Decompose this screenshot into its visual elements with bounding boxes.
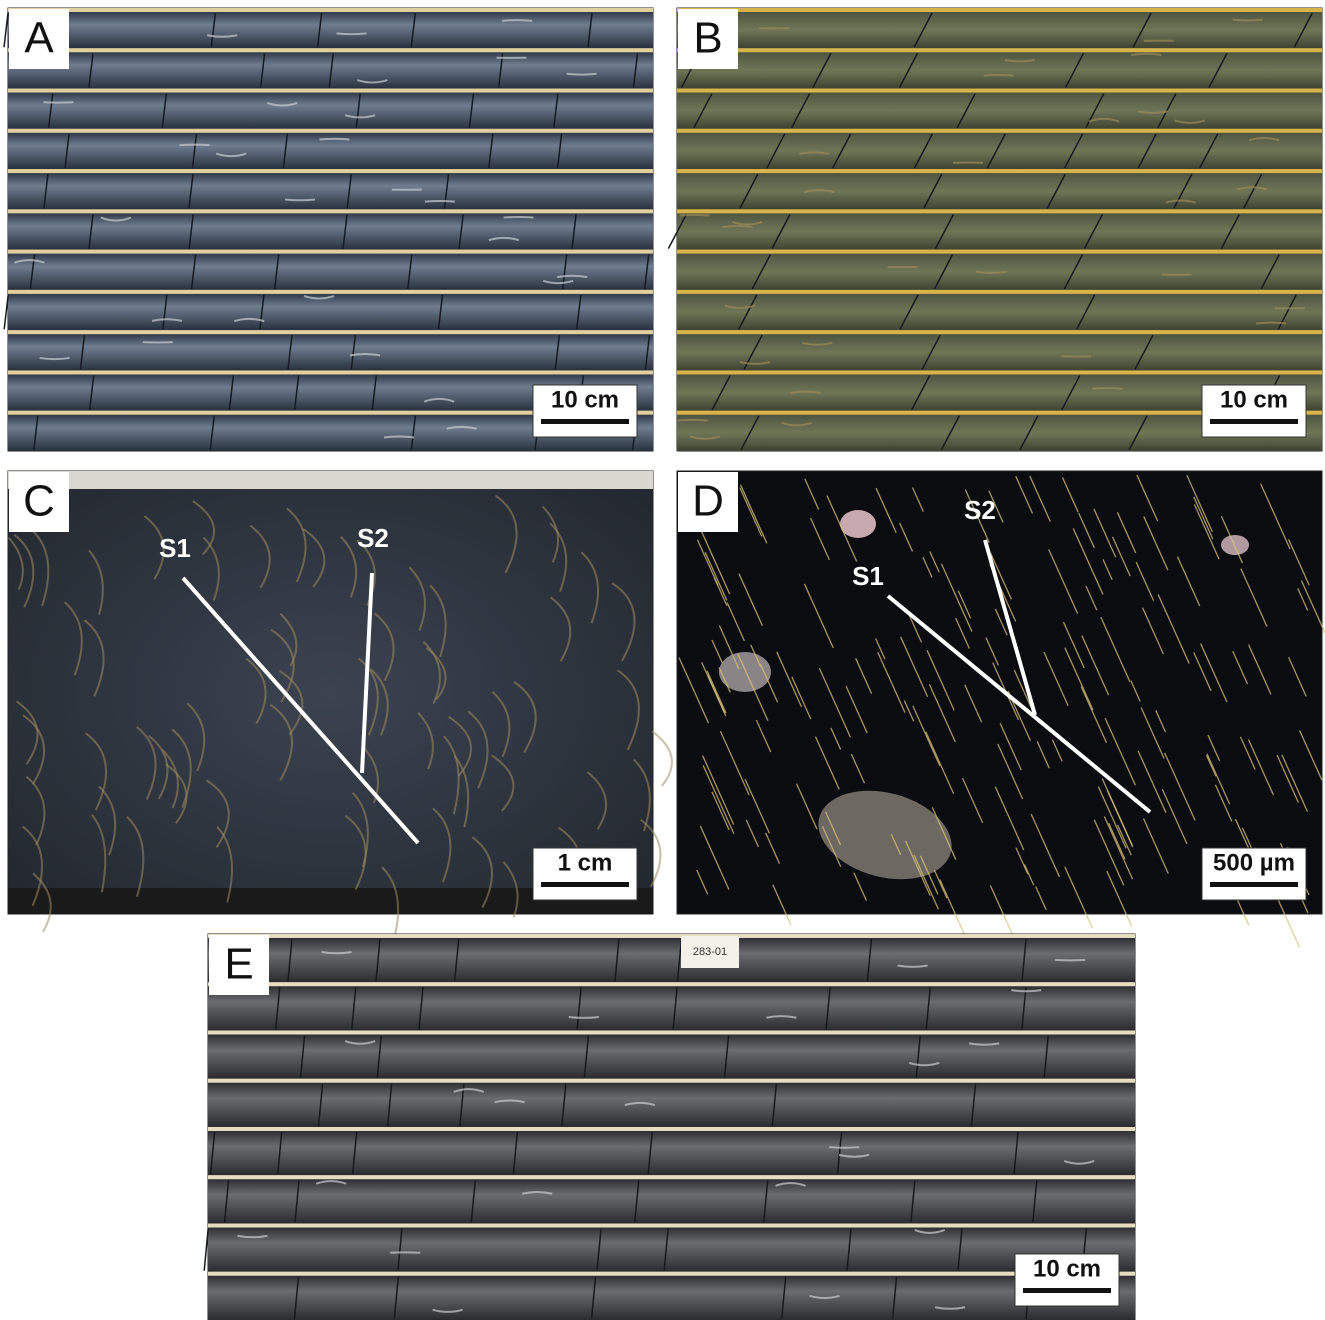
vein (502, 20, 532, 21)
core (8, 173, 653, 209)
scale-bar (1023, 1288, 1111, 1293)
vein (984, 75, 1014, 76)
core-tray-divider (208, 1224, 1135, 1228)
core (208, 986, 1135, 1030)
vein (678, 420, 708, 421)
core-tray-divider (208, 1079, 1135, 1083)
vein (425, 201, 455, 202)
core-tray-divider (677, 48, 1322, 52)
panel-d: S1 S2 D 500 µm (677, 471, 1325, 947)
panel-letter: D (692, 477, 724, 526)
vein (1256, 323, 1286, 324)
vein (1092, 388, 1122, 389)
scale-bar-label: 10 cm (1033, 1255, 1101, 1282)
vein (1055, 960, 1085, 961)
core-tray-divider (8, 89, 653, 93)
core-tray-divider (677, 209, 1322, 213)
core-tray-divider (208, 1272, 1135, 1276)
vein (319, 139, 349, 140)
scale-bar (1210, 419, 1298, 424)
vein (504, 217, 534, 218)
panel-letter: C (23, 477, 55, 526)
core (677, 93, 1322, 129)
vein (1011, 990, 1041, 991)
core (208, 1131, 1135, 1175)
core-tray-divider (8, 330, 653, 334)
core-tray-divider (208, 1031, 1135, 1035)
scale-bar-label: 10 cm (551, 386, 619, 413)
scale-bar-label: 10 cm (1220, 386, 1288, 413)
core-tray-divider (8, 209, 653, 213)
vein (1233, 20, 1263, 21)
core (677, 294, 1322, 330)
scale-bar (1210, 882, 1298, 887)
core-tray-divider (677, 129, 1322, 133)
core-tray-divider (677, 250, 1322, 254)
core (8, 254, 653, 290)
core-tray-divider (677, 290, 1322, 294)
vein (680, 215, 710, 216)
fabric-label: S2 (357, 523, 389, 553)
core (8, 12, 653, 48)
core (677, 173, 1322, 209)
core-tray-divider (208, 1127, 1135, 1131)
core-tray-divider (8, 250, 653, 254)
figure: A 10 cm B 10 cm S1 S2 C 1 cm S1 S2 D 500 µm 283-… (0, 0, 1325, 1320)
vein (569, 1017, 599, 1018)
scale-bar (541, 419, 629, 424)
vein (567, 74, 597, 75)
vein (384, 437, 414, 438)
vein (336, 33, 366, 34)
panel-letter: A (24, 14, 54, 63)
vein (723, 226, 753, 227)
core (677, 12, 1322, 48)
core-tray-divider (677, 8, 1322, 12)
core-tray-divider (208, 934, 1135, 938)
core-break (4, 13, 8, 47)
core (208, 1083, 1135, 1127)
fabric-label: S1 (159, 533, 191, 563)
panel-a: A 10 cm (4, 8, 653, 451)
core-tag-text: 283-01 (693, 946, 727, 958)
core-tray-divider (8, 8, 653, 12)
fabric-label: S2 (964, 495, 996, 525)
core-tray-divider (677, 89, 1322, 93)
core (208, 938, 1135, 982)
vein (829, 1147, 859, 1148)
foliation (652, 731, 672, 786)
core (208, 1179, 1135, 1223)
core-tray-divider (677, 330, 1322, 334)
scale-bar-label: 1 cm (558, 849, 613, 876)
core-tray-divider (8, 290, 653, 294)
core-tray-divider (677, 169, 1322, 173)
scale-bar-label: 500 µm (1213, 849, 1295, 876)
panel-b: B 10 cm (668, 8, 1322, 451)
core-tray-divider (8, 129, 653, 133)
ruler (8, 471, 653, 489)
core-tray-divider (8, 370, 653, 374)
fabric-label: S1 (852, 561, 884, 591)
core-tray-divider (677, 370, 1322, 374)
vein (285, 199, 315, 200)
core (208, 1228, 1135, 1272)
core (208, 1276, 1135, 1320)
scale-bar (541, 882, 629, 887)
core (677, 133, 1322, 169)
core-tray-divider (8, 169, 653, 173)
panel-letter: E (224, 940, 253, 989)
core-tray-divider (208, 982, 1135, 986)
panel-letter: B (693, 14, 722, 63)
grain (840, 510, 876, 538)
core (677, 334, 1322, 370)
core-tray-divider (208, 1175, 1135, 1179)
core-tray-divider (8, 48, 653, 52)
core (8, 294, 653, 330)
panel-c: S1 S2 C 1 cm (8, 471, 672, 947)
panel-e: 283-01 E 10 cm (204, 934, 1135, 1320)
